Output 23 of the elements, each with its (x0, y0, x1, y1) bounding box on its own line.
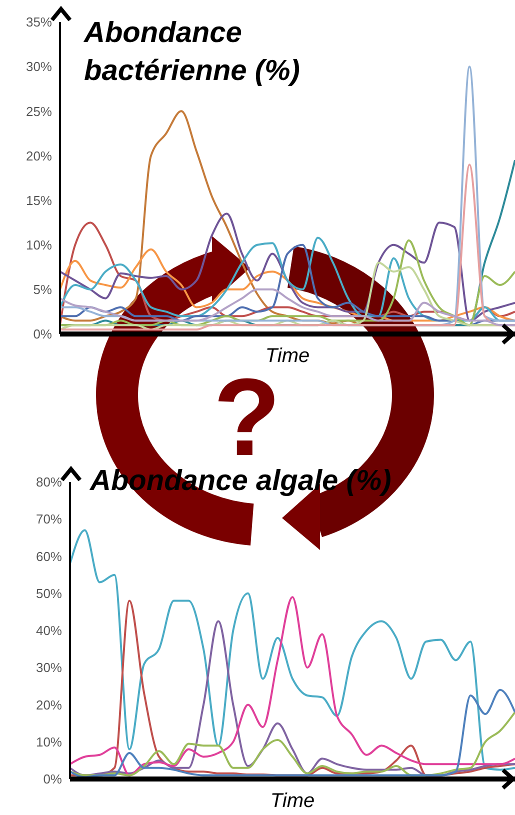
x-axis-title: Time (270, 790, 315, 812)
y-tick-label: 40% (36, 623, 62, 638)
y-tick-label: 0% (33, 326, 52, 342)
y-tick-label: 20% (36, 697, 62, 712)
line-series (69, 529, 515, 771)
y-tick-label: 10% (26, 237, 52, 252)
text: Abondance bactérienne (%) (84, 16, 301, 89)
y-tick-label: 30% (36, 660, 62, 676)
y-tick-label: 0% (43, 772, 62, 787)
line-series (69, 711, 515, 776)
y-tick-label: 15% (26, 192, 52, 208)
y-tick-label: 10% (36, 734, 62, 750)
y-tick-label: 5% (33, 282, 52, 298)
y-tick-label: 70% (36, 512, 62, 527)
line-series (69, 688, 515, 778)
y-tick-label: 25% (26, 104, 52, 119)
y-tick-label: 60% (36, 548, 62, 564)
y-tick-label: 80% (36, 474, 62, 490)
y-tick-label: 20% (26, 148, 52, 164)
y-tick-label: 35% (26, 14, 52, 30)
line-series (59, 288, 515, 326)
y-tick-label: 50% (36, 586, 62, 601)
y-tick-label: 30% (26, 59, 52, 74)
